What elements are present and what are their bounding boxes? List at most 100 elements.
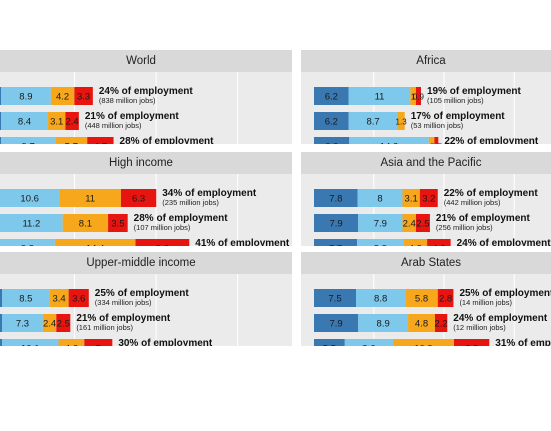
bar-value-label: 3.4	[53, 294, 66, 305]
bar-segment-orange	[55, 137, 88, 144]
bar-value-label: 7.8	[329, 194, 342, 205]
bar-value-label: 7.7	[329, 244, 342, 247]
employment-share-label: 25% of employment	[459, 288, 551, 299]
bar-value-label: 8.8	[374, 294, 387, 305]
bar-segment-light-blue	[1, 137, 56, 144]
bar-value-label: 14.2	[380, 142, 399, 145]
bar-value-label: 0.7	[431, 143, 443, 145]
bar-segment-dark-blue	[0, 112, 1, 130]
panel-title: Africa	[416, 55, 446, 67]
bar-value-label: 3.5	[111, 219, 124, 230]
bar-value-label: 6.2	[325, 117, 338, 128]
jobs-count-label: (14 million jobs)	[459, 298, 512, 307]
bar-segment-light-blue	[0, 189, 60, 207]
bar-segment-red	[437, 289, 454, 307]
bar-segment-light-blue	[356, 289, 406, 307]
bar-value-label: 10.9	[414, 344, 433, 347]
panel-asia-pacific: Asia and the Pacific 7.8 8 3.1 3.2 22% of em…	[301, 152, 551, 246]
bar-value-label: 7.9	[330, 219, 343, 230]
plot-area: 6.2 11 1 0.9 19% of employment (105 million j…	[301, 72, 551, 144]
bar-segment-dark-blue	[314, 214, 359, 232]
bar-segment-red	[120, 189, 157, 207]
employment-share-label: 25% of employment	[95, 288, 190, 299]
bar-segment-orange	[62, 214, 109, 232]
employment-share-label: 34% of employment	[162, 188, 257, 199]
bar-segment-red	[415, 214, 430, 232]
bar-value-label: 5.7	[65, 142, 78, 145]
bar-segment-orange	[59, 189, 121, 207]
bar-value-label: 10.1	[21, 344, 40, 347]
panel-africa: Africa 6.2 11 1 0.9 19% of employment (105 mi…	[301, 50, 551, 144]
bar-segment-orange	[50, 87, 75, 105]
bar-value-label: 3.2	[422, 194, 435, 205]
jobs-count-label: (53 million jobs)	[411, 121, 464, 130]
bar-value-label: 7.3	[16, 319, 29, 330]
bar-segment-light-blue	[357, 189, 403, 207]
bar-value-label: 8.9	[19, 92, 32, 103]
bar-segment-dark-blue	[314, 314, 359, 332]
bar-value-label: 8.1	[79, 219, 92, 230]
jobs-count-label: (442 million jobs)	[444, 198, 501, 207]
employment-share-label: 41% of employment	[195, 238, 290, 246]
bar-segment-dark-blue	[314, 239, 358, 246]
employment-share-label: 30% of employment	[118, 338, 213, 346]
panel-header: World	[0, 50, 292, 72]
bar-segment-orange	[54, 239, 136, 246]
bar-value-label: 7.5	[328, 294, 341, 305]
jobs-count-label: (105 million jobs)	[427, 96, 484, 105]
bar-segment-dark-blue	[314, 112, 349, 130]
bar-value-label: 3.3	[77, 92, 90, 103]
bar-segment-light-blue	[358, 214, 403, 232]
bar-segment-dark-blue	[314, 289, 356, 307]
bar-segment-light-blue	[2, 289, 50, 307]
plot-area: 8.5 3.4 3.6 25% of employment (334 million j…	[0, 274, 292, 346]
bar-segment-light-blue	[0, 214, 63, 232]
bar-segment-light-blue	[1, 112, 49, 130]
panel-title: Asia and the Pacific	[380, 157, 482, 169]
bar-segment-orange	[49, 289, 69, 307]
bar-segment-red	[68, 289, 89, 307]
bar-value-label: 11	[85, 194, 95, 205]
bar-segment-orange	[392, 339, 454, 346]
panel-chart-svg: 6.2 11 10.9 19% of employment(105 million j…	[314, 72, 539, 145]
bar-segment-orange	[42, 314, 57, 332]
panel-header: High income	[0, 152, 292, 174]
bar-segment-red	[434, 137, 439, 144]
panel-header: Upper-middle income	[0, 252, 292, 274]
bar-segment-orange	[402, 189, 420, 207]
plot-area: 7.5 8.8 5.8 2.8 25% of employment (14 million…	[301, 274, 551, 346]
panel-chart-svg: 10.6 11 6.3 34% of employment(235 million j…	[0, 174, 290, 247]
bar-value-label: 2.5	[416, 219, 429, 230]
bar-value-label: 5	[96, 344, 101, 347]
employment-share-label: 24% of employment	[453, 313, 548, 324]
employment-share-label: 21% of employment	[436, 213, 531, 224]
jobs-count-label: (161 million jobs)	[76, 323, 133, 332]
bar-value-label: 6.3	[465, 344, 478, 347]
bar-value-label: 1	[411, 93, 416, 102]
bar-value-label: 3.1	[405, 194, 418, 205]
bar-segment-dark-blue	[0, 314, 2, 332]
employment-share-label: 19% of employment	[427, 86, 522, 97]
panel-title: World	[126, 55, 156, 67]
panel-title: Upper-middle income	[86, 257, 196, 269]
jobs-count-label: (107 million jobs)	[134, 223, 191, 232]
panel-chart-svg: 7.5 8.8 5.8 2.8 25% of employment(14 million…	[314, 274, 551, 347]
bar-segment-red	[108, 214, 128, 232]
bar-value-label: 8.6	[362, 344, 375, 347]
bar-value-label: 5.5	[323, 344, 336, 347]
bar-value-label: 3.6	[72, 294, 85, 305]
plot-area: 7.8 8 3.1 3.2 22% of employment (442 million …	[301, 174, 551, 246]
bar-segment-orange	[403, 239, 428, 246]
bar-value-label: 9.8	[21, 244, 34, 247]
bar-value-label: 4.6	[65, 344, 78, 347]
bar-segment-red	[84, 339, 113, 346]
bar-value-label: 2.4	[403, 219, 416, 230]
bar-value-label: 9.6	[156, 244, 169, 247]
panel-upper-middle-income: Upper-middle income 8.5 3.4 3.6 25% of empl…	[0, 252, 292, 346]
employment-share-label: 22% of employment	[444, 136, 539, 144]
bar-value-label: 7.9	[330, 319, 343, 330]
bar-segment-orange	[408, 314, 435, 332]
bar-value-label: 8.7	[366, 117, 379, 128]
plot-area: 8.9 4.2 3.3 24% of employment (838 million j…	[0, 72, 292, 144]
